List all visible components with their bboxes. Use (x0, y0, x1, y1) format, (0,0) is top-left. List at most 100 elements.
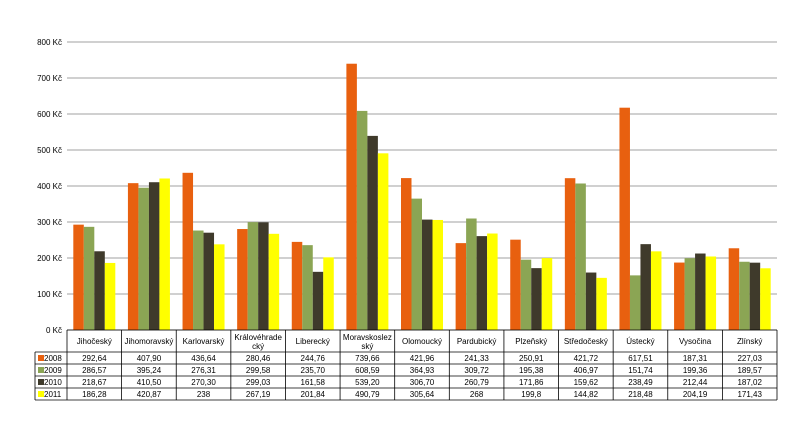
bar-2008 (510, 239, 521, 330)
data-value: 161,58 (301, 378, 326, 387)
legend-swatch (38, 367, 44, 373)
data-value: 436,64 (191, 354, 216, 363)
bar-2008 (619, 107, 630, 330)
category-label: Olomoucký (402, 337, 442, 346)
data-value: 171,43 (737, 390, 762, 399)
bar-2011 (432, 219, 443, 330)
bar-2010 (258, 222, 269, 330)
data-value: 218,67 (82, 378, 107, 387)
bar-2009 (629, 275, 641, 330)
bar-2010 (94, 251, 105, 330)
data-value: 299,03 (246, 378, 271, 387)
data-value: 199,8 (521, 390, 542, 399)
data-value: 270,30 (191, 378, 216, 387)
bar-2008 (728, 248, 740, 330)
category-label: Pardubický (457, 337, 497, 346)
bar-2008 (73, 224, 84, 330)
y-tick-label: 200 Kč (37, 254, 62, 263)
category-label: Plzeňský (515, 337, 547, 346)
y-tick-label: 300 Kč (37, 218, 62, 227)
data-value: 268 (470, 390, 484, 399)
bar-2009 (411, 198, 422, 330)
category-label: Karlovarský (183, 337, 225, 346)
data-value: 199,36 (683, 366, 708, 375)
data-value: 227,03 (737, 354, 762, 363)
bar-2009 (356, 110, 368, 331)
data-value: 299,58 (246, 366, 271, 375)
bar-2008 (564, 178, 576, 330)
bar-2010 (640, 244, 651, 330)
bar-2009 (466, 218, 477, 330)
y-tick-label: 700 Kč (37, 74, 62, 83)
bar-2011 (487, 233, 498, 330)
bar-2008 (455, 243, 467, 330)
bar-2008 (401, 178, 412, 330)
data-value: 395,24 (137, 366, 162, 375)
category-label: Zlínský (737, 337, 762, 346)
bar-2009 (138, 187, 149, 330)
category-label: Ústecký (626, 337, 654, 346)
data-value: 739,66 (355, 354, 380, 363)
data-value: 305,64 (410, 390, 435, 399)
data-value: 406,97 (574, 366, 599, 375)
data-value: 186,28 (82, 390, 107, 399)
data-value: 187,31 (683, 354, 708, 363)
bar-2008 (182, 172, 194, 330)
data-value: 189,57 (737, 366, 762, 375)
category-label: Královéhrade cký (234, 333, 282, 351)
data-value: 410,50 (137, 378, 162, 387)
bar-2009 (520, 259, 532, 330)
legend-swatch (38, 391, 44, 397)
bar-2010 (585, 272, 597, 330)
data-value: 204,19 (683, 390, 708, 399)
data-value: 244,76 (301, 354, 326, 363)
bar-2009 (193, 230, 204, 330)
data-value: 267,19 (246, 390, 271, 399)
data-value: 238,49 (628, 378, 653, 387)
bar-2008 (127, 183, 139, 330)
y-tick-label: 100 Kč (37, 290, 62, 299)
data-value: 421,96 (410, 354, 435, 363)
data-value: 292,64 (82, 354, 107, 363)
bar-2009 (684, 258, 696, 330)
legend-label: 2009 (44, 366, 62, 375)
y-tick-label: 800 Kč (37, 38, 62, 47)
data-value: 218,48 (628, 390, 653, 399)
data-value: 421,72 (574, 354, 599, 363)
y-tick-label: 500 Kč (37, 146, 62, 155)
bar-2011 (323, 257, 334, 330)
data-value: 212,44 (683, 378, 708, 387)
legend-swatch (38, 355, 44, 361)
bar-2010 (695, 253, 706, 330)
data-value: 364,93 (410, 366, 435, 375)
bar-2011 (650, 251, 662, 330)
bar-2010 (367, 135, 378, 330)
bar-2008 (291, 241, 303, 330)
data-value: 286,57 (82, 366, 107, 375)
data-value: 490,79 (355, 390, 380, 399)
y-tick-label: 600 Kč (37, 110, 62, 119)
data-value: 241,33 (464, 354, 489, 363)
data-value: 407,90 (137, 354, 162, 363)
bar-2009 (302, 245, 313, 330)
category-label: Jihočeský (77, 337, 112, 346)
data-value: 238 (197, 390, 211, 399)
bar-2009 (739, 261, 750, 330)
legend-swatch (38, 379, 44, 385)
bar-2009 (83, 226, 95, 330)
data-value: 171,86 (519, 378, 544, 387)
bar-2010 (148, 182, 160, 330)
legend-label: 2008 (44, 354, 62, 363)
category-label: Moravskoslez ský (343, 333, 392, 351)
category-label: Vysočina (679, 337, 712, 346)
category-label: Liberecký (296, 337, 330, 346)
bar-2010 (312, 271, 324, 330)
bar-2010 (476, 236, 488, 330)
data-value: 306,70 (410, 378, 435, 387)
data-value: 201,84 (301, 390, 326, 399)
data-value: 539,20 (355, 378, 380, 387)
data-value: 280,46 (246, 354, 271, 363)
data-value: 195,38 (519, 366, 544, 375)
data-value: 260,79 (464, 378, 489, 387)
